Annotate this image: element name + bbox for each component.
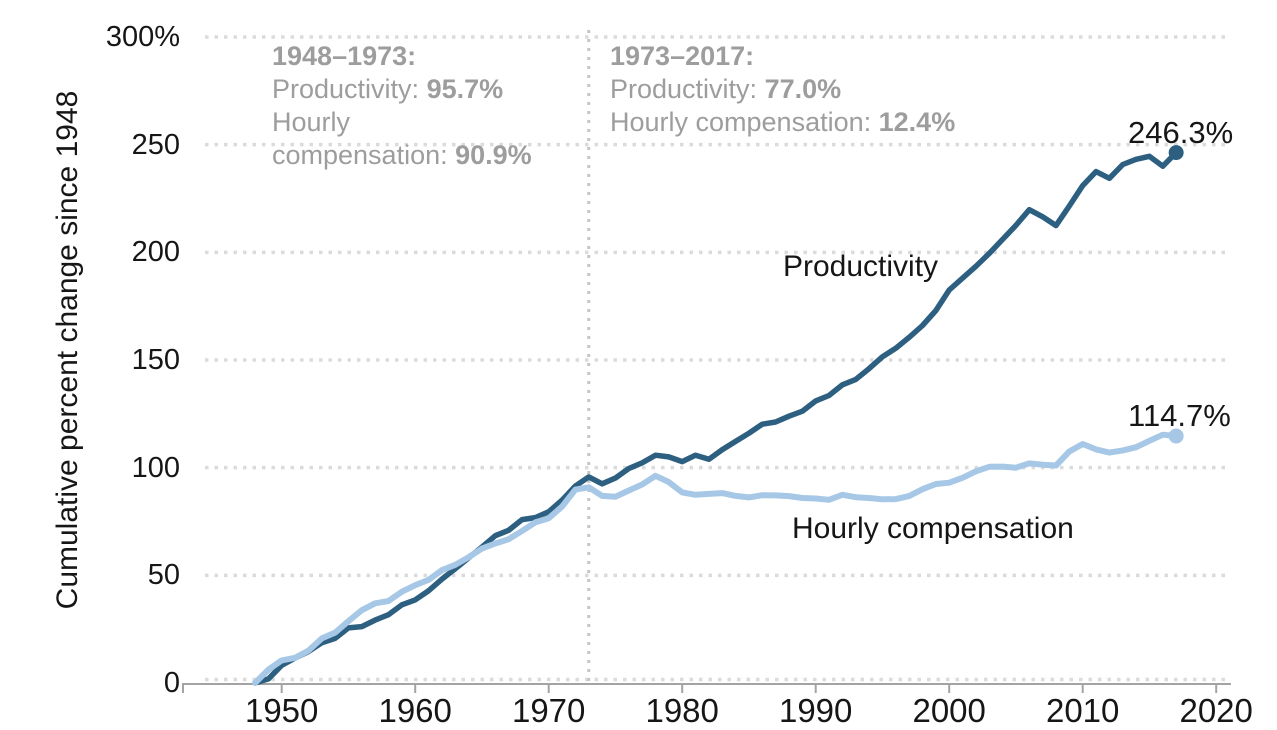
annotation-value: 95.7% bbox=[426, 74, 504, 104]
annotation-line: compensation: 90.9% bbox=[272, 139, 532, 172]
y-tick-label: 250 bbox=[131, 128, 180, 161]
annotation-line: Hourly compensation: 12.4% bbox=[610, 106, 955, 139]
x-tick-label: 1990 bbox=[778, 692, 853, 729]
annotation-title: 1948–1973: bbox=[272, 41, 417, 71]
compensation-end-value: 114.7% bbox=[1128, 398, 1231, 433]
compensation-series-label: Hourly compensation bbox=[792, 512, 1074, 545]
y-tick-label: 150 bbox=[131, 344, 180, 376]
y-tick-label: 100 bbox=[131, 451, 180, 484]
x-tick-label: 2010 bbox=[1045, 692, 1120, 729]
annotation-label: Hourly compensation: bbox=[610, 107, 879, 137]
productivity-end-value: 246.3% bbox=[1128, 115, 1234, 150]
productivity-series-label: Productivity bbox=[783, 250, 939, 283]
annotation-title: 1973–2017: bbox=[610, 41, 755, 71]
x-tick-label: 1960 bbox=[378, 692, 452, 729]
y-tick-label: 50 bbox=[147, 559, 180, 592]
y-tick-label: 200 bbox=[131, 236, 180, 269]
x-tick-label: 1980 bbox=[645, 692, 719, 729]
annotation-value: 90.9% bbox=[455, 140, 532, 170]
annotation-label: Hourly bbox=[272, 107, 351, 137]
y-tick-label: 0 bbox=[163, 667, 180, 699]
annotation-1948-1973: 1948–1973: Productivity: 95.7% Hourly co… bbox=[272, 40, 532, 172]
annotation-1973-2017: 1973–2017: Productivity: 77.0% Hourly co… bbox=[610, 40, 955, 139]
annotation-label: compensation: bbox=[272, 140, 456, 170]
compensation-end-dot bbox=[1168, 428, 1184, 444]
x-tick-label: 1950 bbox=[244, 692, 319, 729]
annotation-line: Productivity: 95.7% bbox=[272, 73, 532, 106]
y-axis-title: Cumulative percent change since 1948 bbox=[51, 90, 84, 610]
annotation-label: Productivity: bbox=[610, 74, 765, 104]
annotation-line: Productivity: 77.0% bbox=[610, 73, 955, 106]
annotation-value: 12.4% bbox=[878, 107, 956, 137]
annotation-label: Productivity: bbox=[272, 74, 427, 104]
annotation-line: Hourly bbox=[272, 106, 532, 139]
compensation-line bbox=[252, 431, 1180, 686]
productivity-end-dot bbox=[1168, 145, 1184, 161]
annotation-value: 77.0% bbox=[764, 74, 842, 104]
y-tick-label: 300% bbox=[105, 21, 180, 53]
x-tick-label: 1970 bbox=[511, 692, 586, 729]
productivity-line bbox=[252, 149, 1179, 686]
x-tick-label: 2020 bbox=[1179, 692, 1253, 729]
x-tick-label: 2000 bbox=[912, 692, 986, 729]
